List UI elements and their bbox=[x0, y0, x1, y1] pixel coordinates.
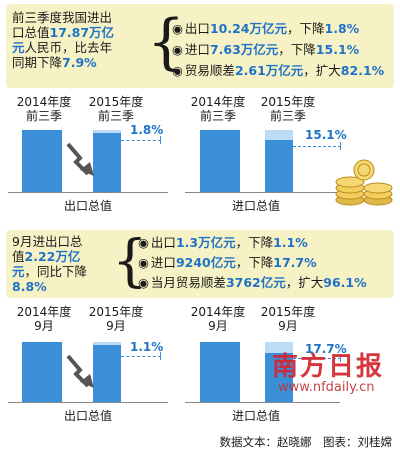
pct-q3-import: 15.1% bbox=[305, 128, 347, 142]
watermark-url: www.nfdaily.cn bbox=[278, 380, 375, 395]
tick-q3-export bbox=[160, 136, 161, 144]
stat-surplus-sep: ◉ 当月贸易顺差3762亿元，扩大96.1% bbox=[138, 275, 367, 290]
dash-sep-import bbox=[293, 358, 341, 359]
brace-icon: { bbox=[147, 7, 186, 77]
label-2015-sep-import: 2015年度 9月 bbox=[260, 305, 316, 333]
caption-q3-export: 出口总值 bbox=[63, 199, 112, 213]
credits: 数据文本：赵晓娜 图表：刘桂嫦 bbox=[219, 435, 393, 449]
bar-2014-q3-export bbox=[22, 130, 62, 192]
stat-surplus-q3: ◉ 贸易顺差2.61万亿元，扩大82.1% bbox=[172, 63, 385, 78]
axis-q3-export bbox=[8, 192, 168, 193]
stat-export-q3: ◉ 出口10.24万亿元，下降1.8% bbox=[172, 21, 360, 36]
down-arrow-icon bbox=[66, 142, 94, 176]
bar-2014-q3-import bbox=[200, 130, 240, 192]
axis-q3-import bbox=[185, 192, 340, 193]
summary-box-sep bbox=[6, 230, 394, 298]
caption-q3-import: 进口总值 bbox=[231, 199, 280, 213]
dash-sep-export bbox=[121, 356, 161, 357]
label-2014-sep-import: 2014年度 9月 bbox=[190, 305, 246, 333]
bar-2014-sep-import bbox=[200, 342, 240, 402]
dash-q3-import bbox=[293, 146, 341, 147]
label-2015-sep-export: 2015年度 9月 bbox=[88, 305, 144, 333]
down-arrow-icon bbox=[66, 354, 94, 388]
label-2015-q3-export: 2015年度 前三季 bbox=[88, 95, 144, 123]
bar-2015-sep-import bbox=[265, 353, 293, 402]
bar-2015-q3-import bbox=[265, 140, 293, 192]
bar-2015-sep-import-drop bbox=[265, 342, 293, 353]
axis-sep-import bbox=[185, 402, 340, 403]
watermark-logo: 南方日报 bbox=[272, 352, 385, 382]
dash-q3-export bbox=[121, 140, 161, 141]
label-2014-sep-export: 2014年度 9月 bbox=[16, 305, 72, 333]
pct-q3-export: 1.8% bbox=[130, 123, 164, 137]
label-2015-q3-import: 2015年度 前三季 bbox=[260, 95, 316, 123]
bar-2015-sep-export-drop bbox=[93, 342, 121, 345]
bar-2014-sep-export bbox=[22, 342, 62, 402]
label-2014-q3-export: 2014年度 前三季 bbox=[16, 95, 72, 123]
brace-icon: { bbox=[112, 229, 148, 294]
bar-2015-sep-export bbox=[93, 345, 121, 402]
tick-sep-import bbox=[340, 354, 341, 362]
summary-sep-text: 9月进出口总 值2.22万亿 元，同比下降 8.8% bbox=[12, 234, 88, 294]
bar-2015-q3-import-drop bbox=[265, 130, 293, 140]
summary-q3-text: 前三季度我国进出 口总值17.87万亿 元人民币，比去年 同期下降7.9% bbox=[12, 10, 115, 70]
caption-sep-export: 出口总值 bbox=[63, 409, 112, 423]
stat-import-q3: ◉ 进口7.63万亿元，下降15.1% bbox=[172, 42, 360, 57]
stat-export-sep: ◉ 出口1.3万亿元，下降1.1% bbox=[138, 235, 308, 250]
tick-q3-import bbox=[340, 142, 341, 150]
axis-sep-export bbox=[8, 402, 168, 403]
tick-sep-export bbox=[160, 352, 161, 360]
bar-2015-q3-export-drop bbox=[93, 130, 121, 133]
pct-sep-export: 1.1% bbox=[130, 340, 164, 354]
coins-icon bbox=[335, 159, 393, 206]
summary-box-q3 bbox=[6, 4, 394, 88]
label-2014-q3-import: 2014年度 前三季 bbox=[190, 95, 246, 123]
pct-sep-import: 17.7% bbox=[305, 342, 347, 356]
stat-import-sep: ◉ 进口9240亿元，下降17.7% bbox=[138, 255, 317, 270]
caption-sep-import: 进口总值 bbox=[231, 409, 280, 423]
bar-2015-q3-export bbox=[93, 133, 121, 192]
